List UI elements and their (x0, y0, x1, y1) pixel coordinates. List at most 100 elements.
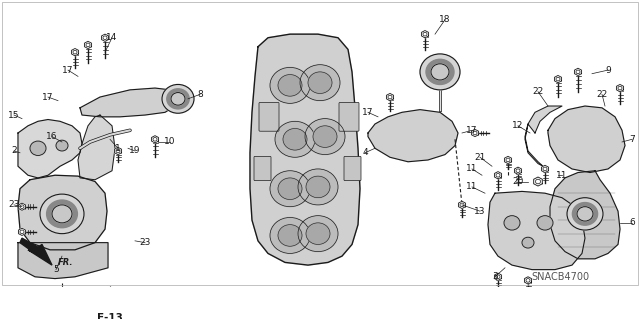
Polygon shape (616, 85, 623, 92)
Circle shape (278, 178, 302, 199)
Circle shape (116, 149, 120, 153)
Polygon shape (19, 228, 26, 235)
Polygon shape (18, 120, 82, 178)
Circle shape (506, 158, 510, 162)
Polygon shape (152, 136, 159, 143)
Polygon shape (368, 110, 458, 162)
Text: 22: 22 (532, 87, 543, 96)
Circle shape (536, 179, 541, 184)
Circle shape (278, 75, 302, 96)
Circle shape (306, 176, 330, 198)
Circle shape (537, 216, 553, 230)
Text: 13: 13 (474, 207, 486, 216)
Polygon shape (78, 115, 115, 180)
FancyBboxPatch shape (339, 102, 359, 131)
Circle shape (52, 205, 72, 223)
Text: 12: 12 (512, 121, 524, 130)
Polygon shape (18, 243, 108, 278)
Circle shape (47, 200, 77, 228)
Text: 6: 6 (629, 219, 635, 227)
Polygon shape (84, 41, 92, 48)
Polygon shape (541, 165, 548, 173)
Circle shape (298, 169, 338, 205)
Circle shape (526, 278, 530, 282)
Text: 17: 17 (362, 108, 374, 117)
Circle shape (270, 218, 310, 253)
Text: 11: 11 (556, 171, 568, 180)
Circle shape (618, 86, 622, 90)
Circle shape (171, 93, 185, 105)
Polygon shape (19, 203, 26, 210)
Polygon shape (422, 31, 428, 38)
Circle shape (496, 275, 500, 278)
Circle shape (496, 174, 500, 177)
Text: 20: 20 (512, 177, 524, 186)
Text: 9: 9 (605, 66, 611, 75)
Polygon shape (80, 88, 178, 117)
Circle shape (313, 126, 337, 147)
FancyArrow shape (104, 295, 116, 306)
Polygon shape (18, 175, 107, 250)
Text: 16: 16 (46, 132, 58, 141)
Circle shape (56, 140, 68, 151)
Polygon shape (550, 171, 620, 259)
Text: 1: 1 (115, 144, 121, 153)
Polygon shape (472, 130, 479, 137)
Text: 17: 17 (42, 93, 54, 101)
Circle shape (305, 119, 345, 155)
Circle shape (278, 225, 302, 246)
Circle shape (543, 167, 547, 171)
Circle shape (504, 216, 520, 230)
Circle shape (473, 131, 477, 135)
FancyBboxPatch shape (344, 156, 361, 181)
Text: 11: 11 (467, 165, 477, 174)
Polygon shape (525, 106, 562, 171)
Polygon shape (72, 48, 79, 56)
FancyBboxPatch shape (259, 102, 279, 131)
Polygon shape (250, 34, 360, 265)
Polygon shape (525, 277, 531, 284)
Circle shape (153, 137, 157, 141)
Text: 5: 5 (53, 265, 59, 274)
Polygon shape (495, 172, 502, 179)
Polygon shape (495, 273, 502, 280)
Polygon shape (548, 106, 625, 173)
Polygon shape (458, 201, 465, 209)
Circle shape (577, 207, 593, 221)
Text: 15: 15 (8, 110, 20, 120)
Circle shape (86, 43, 90, 47)
Circle shape (283, 129, 307, 150)
Circle shape (556, 77, 560, 81)
Circle shape (388, 95, 392, 99)
Circle shape (275, 121, 315, 157)
Text: 23: 23 (8, 200, 20, 209)
Polygon shape (387, 93, 394, 101)
Text: FR.: FR. (58, 258, 74, 267)
Circle shape (300, 65, 340, 101)
Polygon shape (115, 147, 122, 155)
Circle shape (306, 223, 330, 244)
FancyBboxPatch shape (254, 156, 271, 181)
Circle shape (270, 171, 310, 207)
Circle shape (423, 32, 427, 36)
Circle shape (426, 59, 454, 85)
Text: 14: 14 (106, 33, 118, 42)
Text: 10: 10 (164, 137, 176, 146)
Text: 17: 17 (62, 66, 74, 75)
Polygon shape (504, 156, 511, 164)
Polygon shape (554, 76, 561, 83)
Text: 21: 21 (474, 153, 486, 162)
Text: 2: 2 (11, 146, 17, 155)
Text: E-13: E-13 (97, 313, 123, 319)
Circle shape (103, 36, 107, 40)
Circle shape (20, 205, 24, 209)
Circle shape (516, 169, 520, 173)
Circle shape (572, 203, 598, 225)
Polygon shape (575, 68, 582, 76)
Circle shape (73, 50, 77, 54)
Text: SNACB4700: SNACB4700 (531, 272, 589, 282)
Text: 8: 8 (197, 90, 203, 99)
Text: 3: 3 (492, 272, 498, 281)
Polygon shape (488, 191, 585, 270)
Polygon shape (102, 34, 108, 41)
